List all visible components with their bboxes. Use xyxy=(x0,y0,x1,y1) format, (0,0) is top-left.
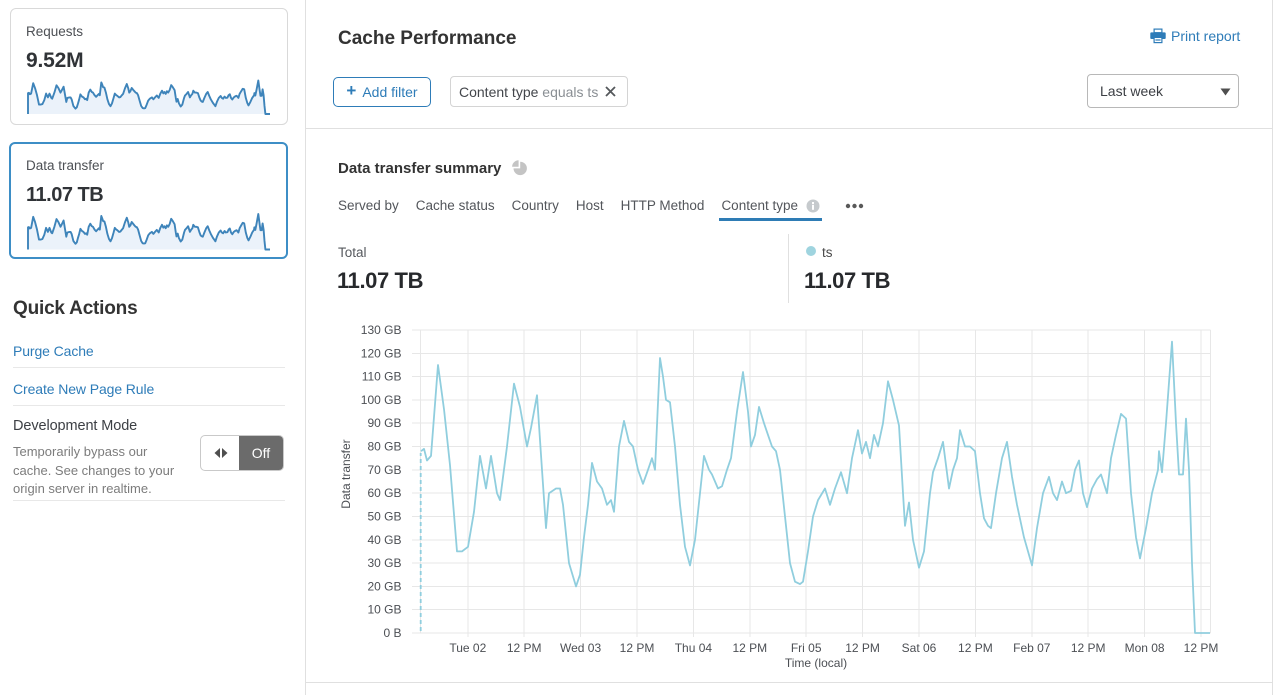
svg-text:100 GB: 100 GB xyxy=(361,393,402,407)
svg-text:Mon 08: Mon 08 xyxy=(1125,641,1165,655)
svg-text:12 PM: 12 PM xyxy=(1071,641,1106,655)
svg-text:12 PM: 12 PM xyxy=(507,641,542,655)
svg-text:12 PM: 12 PM xyxy=(958,641,993,655)
svg-text:Tue 02: Tue 02 xyxy=(449,641,486,655)
svg-text:80 GB: 80 GB xyxy=(367,440,401,454)
svg-text:110 GB: 110 GB xyxy=(362,370,402,384)
svg-text:0 B: 0 B xyxy=(383,626,401,640)
svg-text:Sat 06: Sat 06 xyxy=(902,641,937,655)
svg-text:12 PM: 12 PM xyxy=(620,641,655,655)
svg-text:20 GB: 20 GB xyxy=(367,579,401,593)
svg-text:12 PM: 12 PM xyxy=(732,641,767,655)
svg-text:10 GB: 10 GB xyxy=(367,603,401,617)
svg-text:Feb 07: Feb 07 xyxy=(1013,641,1051,655)
svg-text:Data transfer: Data transfer xyxy=(339,439,353,508)
svg-text:50 GB: 50 GB xyxy=(367,510,401,524)
svg-text:Fri 05: Fri 05 xyxy=(791,641,822,655)
svg-text:12 PM: 12 PM xyxy=(845,641,880,655)
svg-text:40 GB: 40 GB xyxy=(367,533,401,547)
svg-text:Thu 04: Thu 04 xyxy=(675,641,713,655)
svg-text:130 GB: 130 GB xyxy=(361,323,402,337)
svg-text:Time (local): Time (local) xyxy=(785,656,847,670)
svg-text:60 GB: 60 GB xyxy=(367,486,401,500)
svg-text:120 GB: 120 GB xyxy=(361,346,402,360)
svg-text:90 GB: 90 GB xyxy=(367,416,401,430)
svg-text:Wed 03: Wed 03 xyxy=(560,641,601,655)
svg-text:70 GB: 70 GB xyxy=(367,463,401,477)
svg-text:30 GB: 30 GB xyxy=(367,556,401,570)
svg-text:12 PM: 12 PM xyxy=(1184,641,1219,655)
